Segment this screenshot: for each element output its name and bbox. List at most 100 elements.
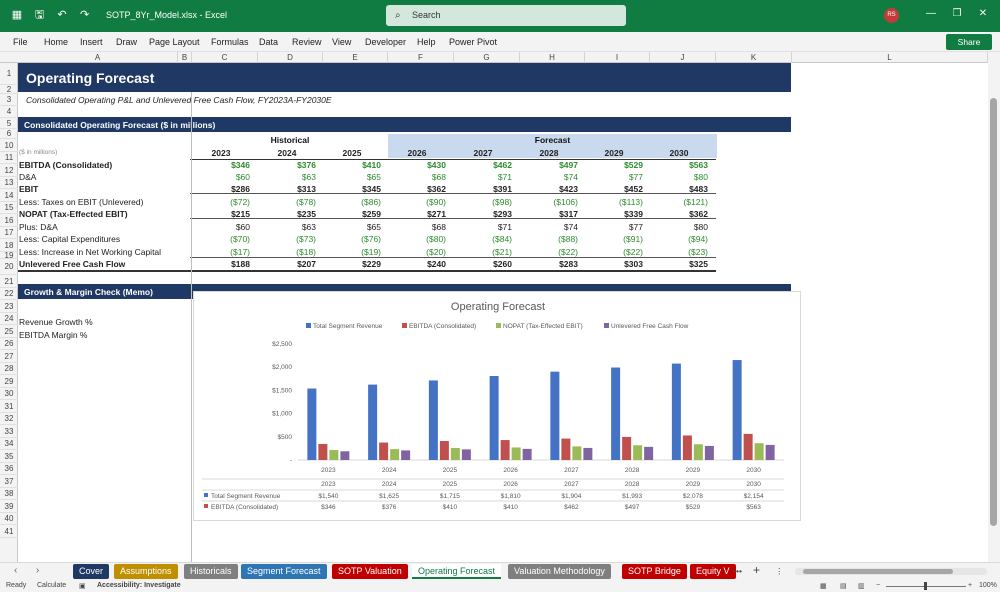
row-header-4[interactable]: 4 [0, 106, 18, 118]
page-layout-icon[interactable]: ▤ [840, 583, 847, 590]
menu-help[interactable]: Help [417, 37, 436, 47]
column-header-k[interactable]: K [716, 52, 792, 63]
row-header-33[interactable]: 33 [0, 425, 18, 438]
row-header-15[interactable]: 15 [0, 202, 18, 214]
bar-ebitda-consolidated--2025[interactable] [439, 440, 449, 460]
row-header-12[interactable]: 12 [0, 164, 18, 177]
row-header-39[interactable]: 39 [0, 500, 18, 513]
bar-total-segment-revenue-2025[interactable] [428, 380, 438, 460]
row-header-24[interactable]: 24 [0, 313, 18, 325]
vertical-scrollbar[interactable] [988, 52, 1000, 564]
row-header-19[interactable]: 19 [0, 252, 18, 260]
tab-historicals[interactable]: Historicals [184, 564, 238, 579]
menu-review[interactable]: Review [292, 37, 322, 47]
zoom-out-icon[interactable]: − [876, 582, 881, 589]
column-header-e[interactable]: E [323, 52, 388, 63]
row-header-10[interactable]: 10 [0, 139, 18, 152]
bar-unlevered-free-cash-flow-2026[interactable] [522, 448, 532, 460]
row-header-13[interactable]: 13 [0, 177, 18, 189]
row-header-1[interactable]: 1 [0, 63, 18, 85]
bar-nopat-tax-effected-ebit--2026[interactable] [511, 447, 521, 460]
row-header-40[interactable]: 40 [0, 513, 18, 525]
row-header-20[interactable]: 20 [0, 259, 18, 275]
column-header-j[interactable]: J [650, 52, 716, 63]
bar-nopat-tax-effected-ebit--2028[interactable] [633, 445, 643, 460]
tab-valuation-methodology[interactable]: Valuation Methodology [508, 564, 611, 579]
row-header-28[interactable]: 28 [0, 363, 18, 375]
bar-unlevered-free-cash-flow-2024[interactable] [401, 450, 411, 460]
bar-unlevered-free-cash-flow-2023[interactable] [340, 451, 350, 460]
row-header-23[interactable]: 23 [0, 300, 18, 313]
column-header-a[interactable]: A [18, 52, 178, 63]
bar-nopat-tax-effected-ebit--2024[interactable] [390, 449, 400, 460]
tab-assumptions[interactable]: Assumptions [114, 564, 178, 579]
menu-developer[interactable]: Developer [365, 37, 407, 47]
close-icon[interactable]: ✕ [978, 8, 988, 19]
menu-view[interactable]: View [332, 37, 352, 47]
bar-total-segment-revenue-2026[interactable] [489, 376, 499, 460]
bar-unlevered-free-cash-flow-2025[interactable] [461, 449, 471, 460]
bar-ebitda-consolidated--2027[interactable] [561, 438, 571, 460]
bar-ebitda-consolidated--2023[interactable] [318, 443, 328, 460]
share-button[interactable]: Share [946, 34, 992, 50]
column-header-f[interactable]: F [388, 52, 454, 63]
row-header-36[interactable]: 36 [0, 463, 18, 475]
column-header-l[interactable]: L [792, 52, 988, 63]
menu-data[interactable]: Data [259, 37, 279, 47]
bar-unlevered-free-cash-flow-2029[interactable] [704, 445, 714, 460]
menu-insert[interactable]: Insert [80, 37, 103, 47]
bar-total-segment-revenue-2023[interactable] [307, 388, 317, 460]
bar-total-segment-revenue-2024[interactable] [368, 384, 378, 460]
tab-sotp-valuation[interactable]: SOTP Valuation [332, 564, 408, 579]
avatar[interactable]: RS [884, 8, 899, 23]
row-header-29[interactable]: 29 [0, 375, 18, 388]
menu-formulas[interactable]: Formulas [211, 37, 249, 47]
bar-ebitda-consolidated--2029[interactable] [682, 435, 692, 460]
bar-total-segment-revenue-2029[interactable] [671, 363, 681, 460]
page-break-icon[interactable]: ▥ [858, 583, 865, 590]
tab-equity-v[interactable]: Equity V [690, 564, 736, 579]
column-header-i[interactable]: I [585, 52, 650, 63]
row-header-25[interactable]: 25 [0, 325, 18, 338]
row-header-6[interactable]: 6 [0, 129, 18, 139]
row-header-35[interactable]: 35 [0, 450, 18, 463]
bar-ebitda-consolidated--2024[interactable] [379, 442, 389, 460]
row-header-3[interactable]: 3 [0, 94, 18, 106]
more-sheets-icon[interactable]: ••• [733, 566, 742, 576]
row-header-30[interactable]: 30 [0, 388, 18, 400]
column-header-b[interactable]: B [178, 52, 192, 63]
bar-nopat-tax-effected-ebit--2027[interactable] [572, 446, 582, 460]
zoom-in-icon[interactable]: + [968, 582, 973, 589]
menu-draw[interactable]: Draw [116, 37, 138, 47]
column-header-d[interactable]: D [258, 52, 323, 63]
tab-cover[interactable]: Cover [73, 564, 110, 579]
tab-sotp-bridge[interactable]: SOTP Bridge [622, 564, 687, 579]
row-header-2[interactable]: 2 [0, 85, 18, 94]
bar-nopat-tax-effected-ebit--2025[interactable] [450, 447, 460, 460]
accessibility-status[interactable]: Accessibility: Investigate [97, 582, 181, 589]
maximize-icon[interactable]: ❐ [952, 8, 962, 19]
row-header-26[interactable]: 26 [0, 338, 18, 350]
row-header-37[interactable]: 37 [0, 475, 18, 488]
next-sheet-icon[interactable]: › [36, 565, 40, 576]
row-header-5[interactable]: 5 [0, 118, 18, 129]
options-icon[interactable]: ⋮ [775, 566, 784, 576]
row-header-18[interactable]: 18 [0, 239, 18, 252]
row-header-27[interactable]: 27 [0, 350, 18, 363]
redo-icon[interactable]: ↷ [79, 9, 90, 21]
undo-icon[interactable]: ↶ [57, 9, 67, 21]
row-header-41[interactable]: 41 [0, 525, 18, 538]
bar-total-segment-revenue-2028[interactable] [611, 367, 621, 460]
zoom-slider-thumb[interactable] [924, 582, 927, 590]
menu-home[interactable]: Home [44, 37, 69, 47]
save-icon[interactable]: 🖫 [34, 9, 45, 21]
row-header-22[interactable]: 22 [0, 288, 18, 300]
row-header-31[interactable]: 31 [0, 400, 18, 413]
bar-ebitda-consolidated--2028[interactable] [622, 436, 632, 460]
bar-nopat-tax-effected-ebit--2023[interactable] [329, 450, 339, 460]
status-calculate[interactable]: Calculate [37, 582, 67, 589]
column-header-c[interactable]: C [192, 52, 258, 63]
row-header-32[interactable]: 32 [0, 413, 18, 425]
prev-sheet-icon[interactable]: ‹ [14, 565, 18, 576]
column-header-h[interactable]: H [520, 52, 585, 63]
